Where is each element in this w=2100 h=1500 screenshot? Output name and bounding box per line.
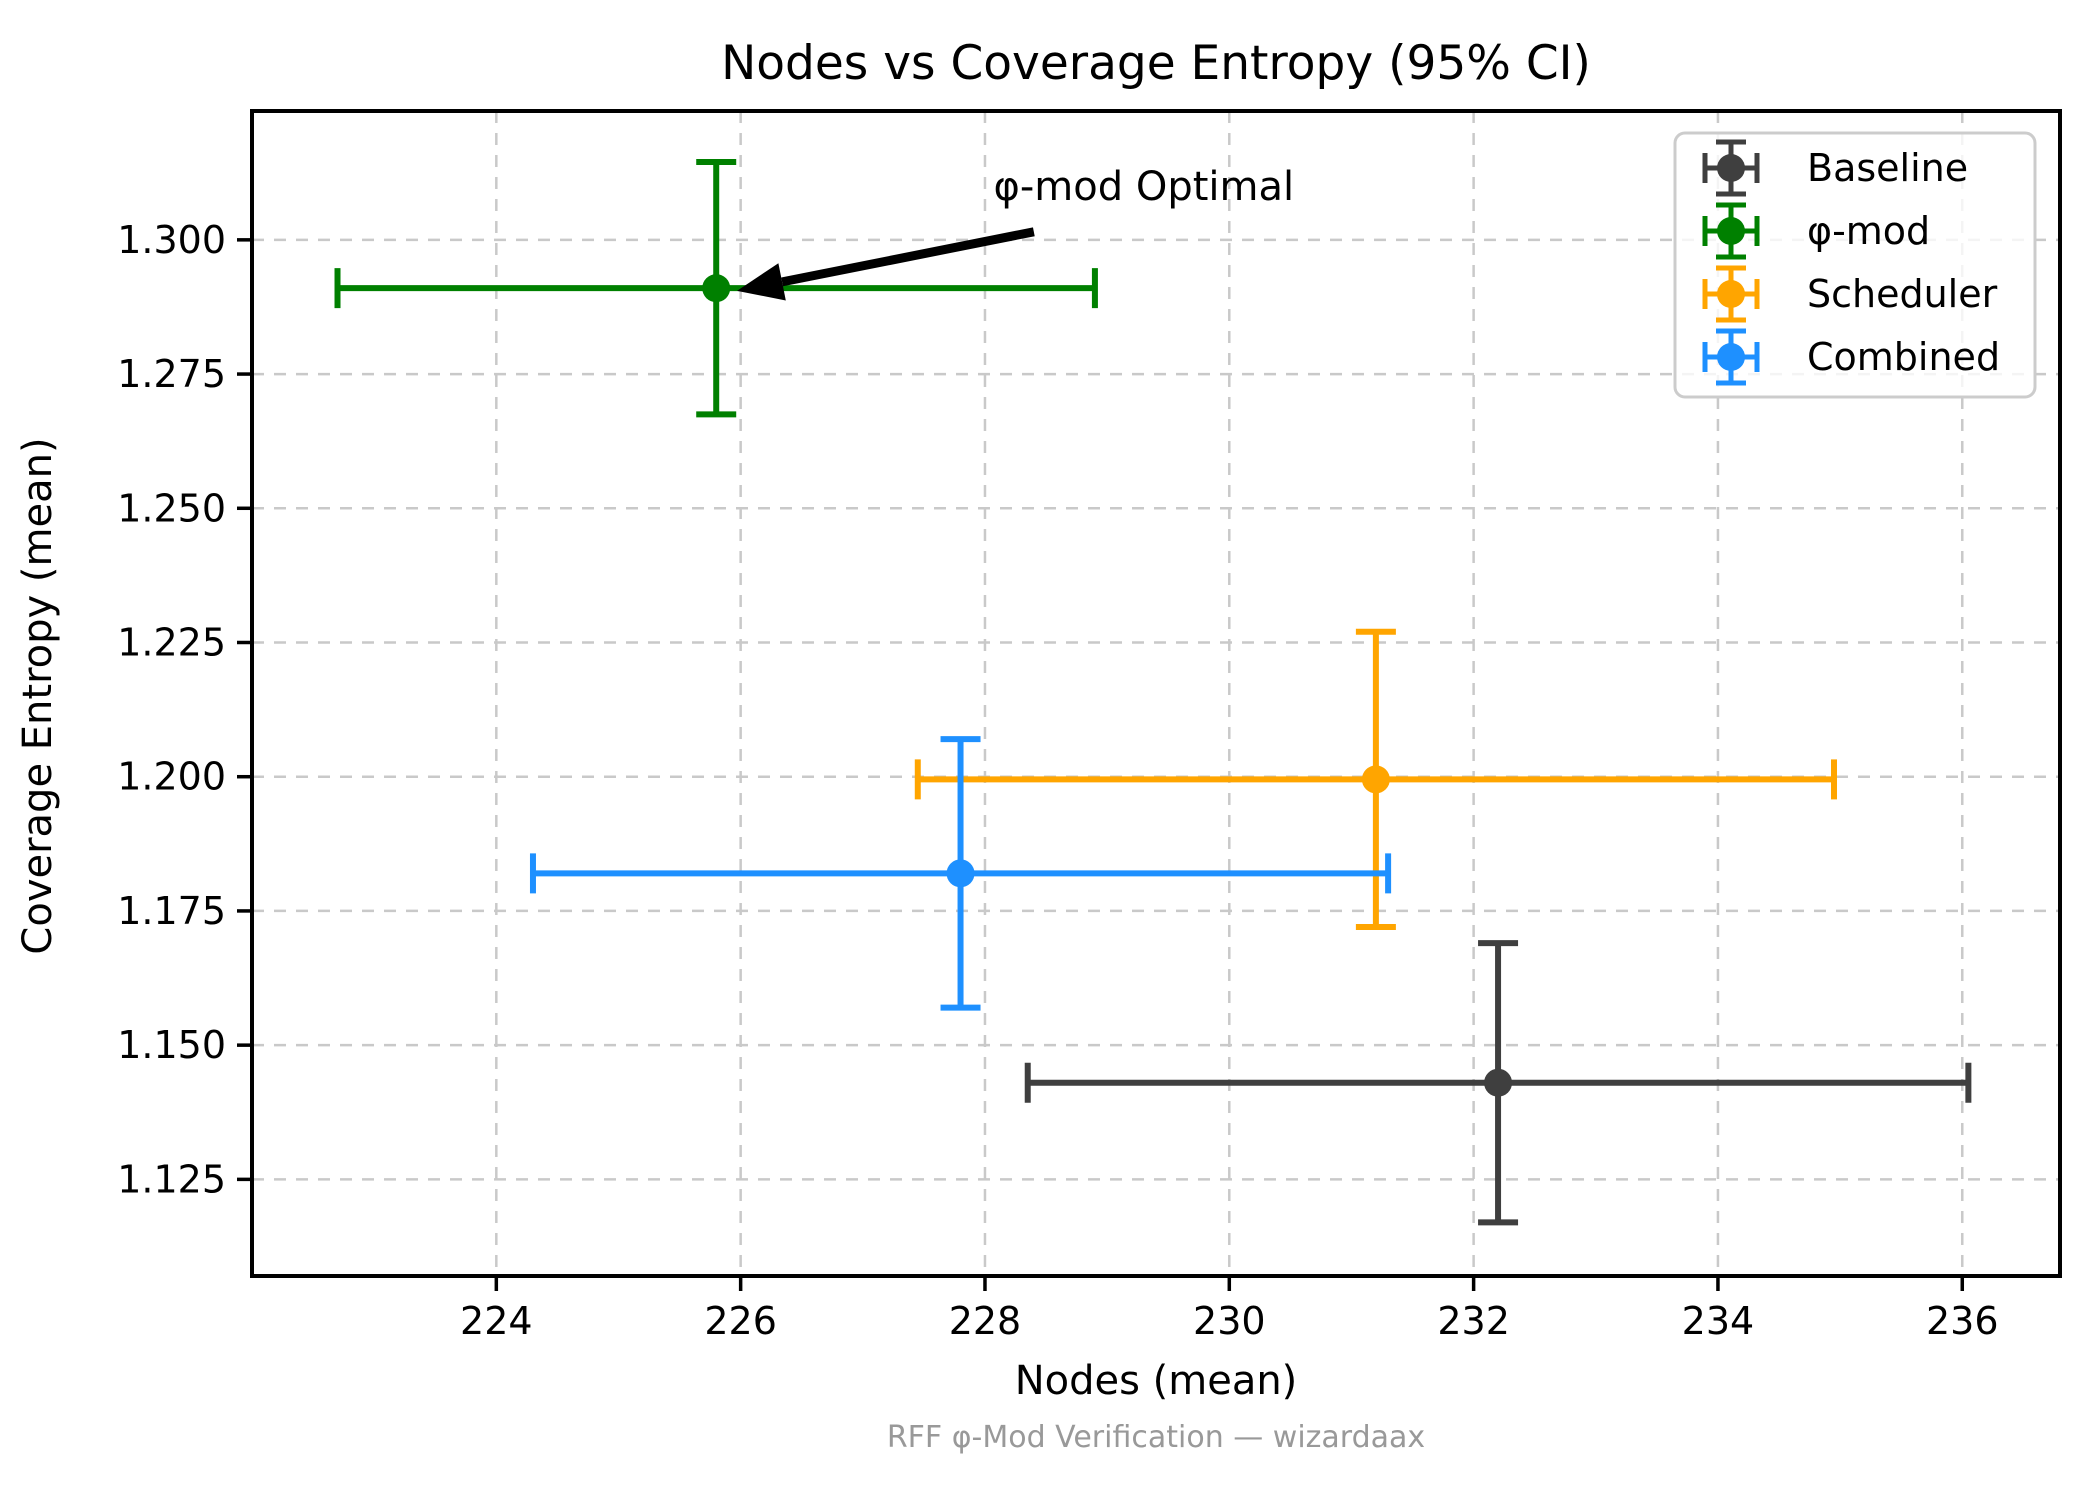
y-tick-label: 1.175 — [117, 889, 226, 933]
series-Scheduler — [914, 628, 1837, 931]
legend-marker — [1717, 154, 1745, 182]
annotation-arrow-line — [781, 227, 1035, 287]
legend-marker — [1717, 217, 1745, 245]
x-tick-label: 236 — [1926, 1299, 1999, 1343]
data-point — [946, 859, 975, 888]
footer-caption: RFF φ-Mod Verification — wizardaax — [886, 1420, 1426, 1455]
y-tick-label: 1.250 — [117, 486, 226, 530]
legend-label: Scheduler — [1807, 272, 1998, 316]
legend-key-Scheduler: Scheduler — [1702, 265, 1998, 323]
x-tick-label: 226 — [704, 1299, 777, 1343]
legend-key-φ-mod: φ-mod — [1702, 202, 1930, 260]
annotation-text: φ-mod Optimal — [993, 164, 1294, 210]
y-tick-label: 1.150 — [117, 1023, 226, 1067]
plot-border — [250, 109, 2062, 1278]
legend-marker — [1717, 343, 1745, 371]
x-tick-label: 230 — [1193, 1299, 1266, 1343]
legend-label: Baseline — [1807, 146, 1968, 190]
x-axis-label: Nodes (mean) — [1014, 1358, 1298, 1404]
data-point — [1484, 1068, 1513, 1097]
y-tick-label: 1.225 — [117, 620, 226, 664]
y-tick-label: 1.200 — [117, 755, 226, 799]
legend-marker — [1717, 280, 1745, 308]
data-point — [1361, 765, 1390, 794]
x-tick-label: 232 — [1437, 1299, 1510, 1343]
chart-title: Nodes vs Coverage Entropy (95% CI) — [721, 36, 1591, 91]
x-tick-label: 234 — [1682, 1299, 1755, 1343]
y-tick-label: 1.300 — [117, 218, 226, 262]
legend-label: Combined — [1807, 335, 2000, 379]
y-tick-label: 1.275 — [117, 352, 226, 396]
legend-label: φ-mod — [1807, 209, 1930, 253]
legend-key-Combined: Combined — [1702, 328, 2000, 386]
legend-box — [1673, 131, 2037, 399]
annotation-arrow-head — [736, 263, 786, 301]
y-tick-label: 1.125 — [117, 1157, 226, 1201]
x-tick-label: 228 — [949, 1299, 1022, 1343]
series-Combined — [529, 736, 1392, 1011]
series-φ-mod — [334, 159, 1098, 418]
y-axis-label: Coverage Entropy (mean) — [15, 437, 61, 955]
series-Baseline — [1024, 940, 1972, 1226]
x-tick-label: 224 — [460, 1299, 533, 1343]
legend-key-Baseline: Baseline — [1702, 139, 1968, 197]
data-point — [702, 274, 731, 303]
